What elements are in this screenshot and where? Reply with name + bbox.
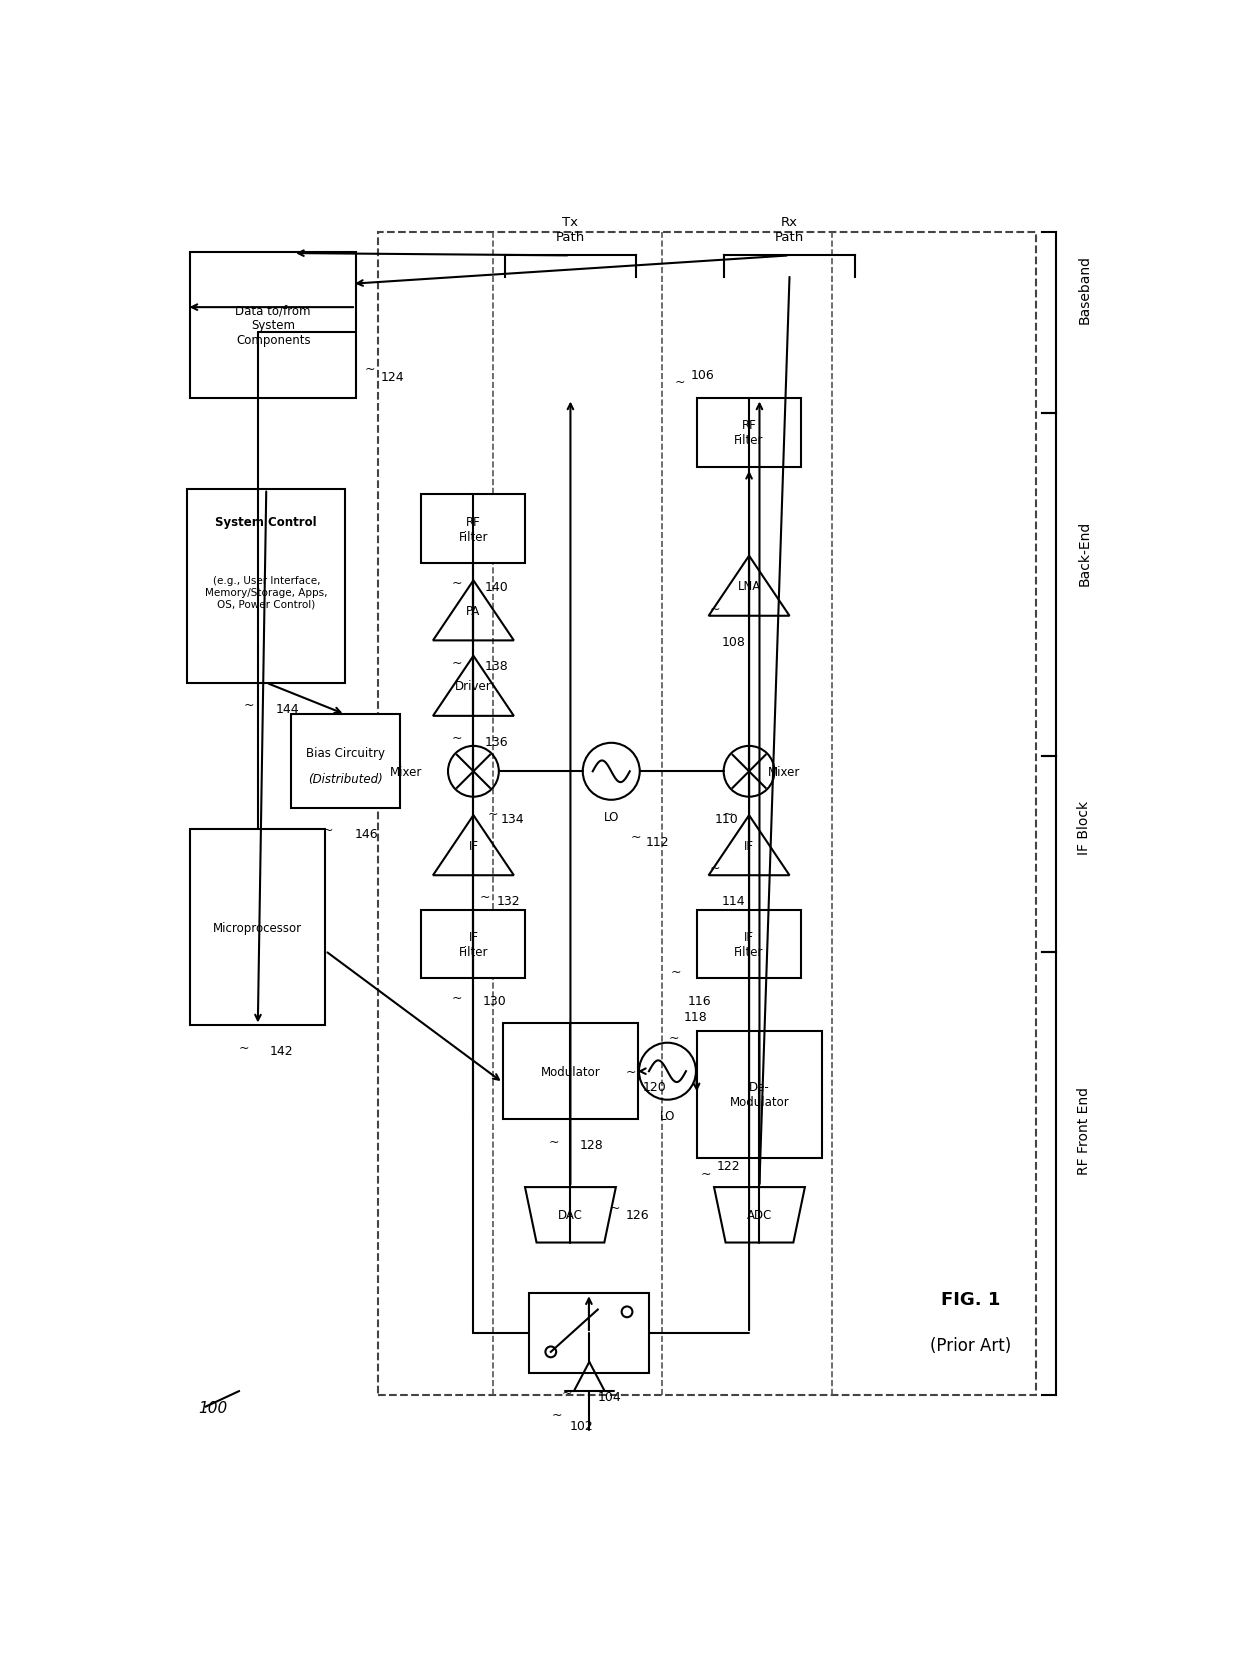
Text: IF
Filter: IF Filter	[459, 931, 489, 958]
Text: Microprocessor: Microprocessor	[213, 921, 303, 934]
Text: Bias Circuitry: Bias Circuitry	[306, 746, 384, 759]
Text: 104: 104	[598, 1391, 622, 1403]
Text: ~: ~	[709, 862, 719, 875]
Bar	[290, 716, 399, 808]
Bar	[697, 911, 801, 978]
Text: 106: 106	[691, 370, 714, 381]
Text: Rx
Path: Rx Path	[775, 217, 804, 244]
Text: ~: ~	[451, 991, 461, 1005]
Text: Mixer: Mixer	[768, 766, 800, 778]
Text: 126: 126	[626, 1208, 650, 1221]
Bar	[191, 252, 356, 398]
Text: ~: ~	[322, 823, 334, 837]
Text: ~: ~	[487, 808, 498, 820]
Text: ~: ~	[480, 890, 490, 904]
Text: ~: ~	[610, 1201, 620, 1215]
Bar	[187, 489, 345, 684]
Text: 138: 138	[485, 660, 508, 674]
Text: ~: ~	[244, 699, 254, 711]
Bar	[422, 911, 526, 978]
Text: IF Block: IF Block	[1078, 800, 1091, 855]
Text: 122: 122	[717, 1159, 740, 1173]
Text: PA: PA	[466, 605, 481, 618]
Text: Tx
Path: Tx Path	[556, 217, 585, 244]
Text: ~: ~	[562, 1386, 573, 1399]
Text: System Control: System Control	[216, 516, 317, 528]
Text: (e.g., User Interface,
Memory/Storage, Apps,
OS, Power Control): (e.g., User Interface, Memory/Storage, A…	[205, 576, 327, 610]
Text: ~: ~	[451, 576, 461, 590]
Text: ~: ~	[239, 1042, 249, 1053]
Text: Driver: Driver	[455, 680, 492, 692]
Text: IF: IF	[469, 840, 479, 852]
Text: FIG. 1: FIG. 1	[941, 1290, 1001, 1309]
Text: 116: 116	[688, 995, 712, 1008]
Text: ~: ~	[671, 966, 681, 978]
Text: IF
Filter: IF Filter	[734, 931, 764, 958]
Text: ~: ~	[625, 1065, 636, 1079]
Bar	[422, 496, 526, 564]
Text: (Prior Art): (Prior Art)	[930, 1336, 1011, 1354]
Text: 146: 146	[355, 828, 378, 840]
Text: LNA: LNA	[738, 580, 760, 593]
Text: RF
Filter: RF Filter	[459, 516, 489, 543]
Text: IF: IF	[744, 840, 754, 852]
Text: ~: ~	[668, 1032, 680, 1043]
Text: 114: 114	[722, 895, 745, 907]
Text: DAC: DAC	[558, 1208, 583, 1221]
Text: Data to/from
System
Components: Data to/from System Components	[236, 304, 311, 348]
Bar	[503, 1023, 637, 1119]
Bar	[697, 398, 801, 467]
Text: ~: ~	[709, 601, 719, 615]
Text: LO: LO	[660, 1109, 675, 1122]
Text: ADC: ADC	[746, 1208, 773, 1221]
Text: 112: 112	[646, 835, 670, 848]
Text: 132: 132	[496, 895, 520, 907]
Text: 140: 140	[485, 581, 508, 593]
Text: Back-End: Back-End	[1078, 521, 1091, 585]
Text: ~: ~	[548, 1134, 559, 1147]
Text: 118: 118	[683, 1011, 707, 1023]
Text: RF Front End: RF Front End	[1078, 1085, 1091, 1174]
Text: De-
Modulator: De- Modulator	[729, 1080, 790, 1109]
Text: ~: ~	[552, 1408, 562, 1421]
Text: LO: LO	[604, 811, 619, 823]
Text: 124: 124	[381, 371, 404, 383]
Text: Baseband: Baseband	[1078, 255, 1091, 324]
Text: 120: 120	[642, 1080, 667, 1094]
Text: 102: 102	[570, 1420, 594, 1433]
Bar	[697, 1032, 822, 1158]
Text: 100: 100	[198, 1399, 227, 1415]
Text: ~: ~	[675, 375, 686, 388]
Text: 108: 108	[722, 635, 746, 648]
Text: ~: ~	[631, 830, 641, 843]
Text: 134: 134	[501, 811, 525, 825]
Text: (Distributed): (Distributed)	[308, 773, 383, 785]
Text: ~: ~	[451, 731, 461, 744]
Text: Mixer: Mixer	[389, 766, 422, 778]
Bar	[377, 234, 1035, 1394]
Text: 130: 130	[482, 995, 506, 1008]
Text: 128: 128	[579, 1139, 604, 1151]
Text: 144: 144	[275, 702, 299, 716]
Text: ~: ~	[701, 1168, 711, 1179]
Text: ~: ~	[365, 363, 374, 376]
Text: 142: 142	[269, 1045, 293, 1058]
Text: 136: 136	[485, 736, 508, 748]
Text: ~: ~	[451, 657, 461, 669]
Bar	[191, 830, 325, 1026]
Text: 110: 110	[714, 811, 738, 825]
Text: RF
Filter: RF Filter	[734, 420, 764, 447]
Text: Modulator: Modulator	[541, 1065, 600, 1079]
Bar	[529, 1294, 649, 1374]
Text: ~: ~	[722, 808, 733, 820]
